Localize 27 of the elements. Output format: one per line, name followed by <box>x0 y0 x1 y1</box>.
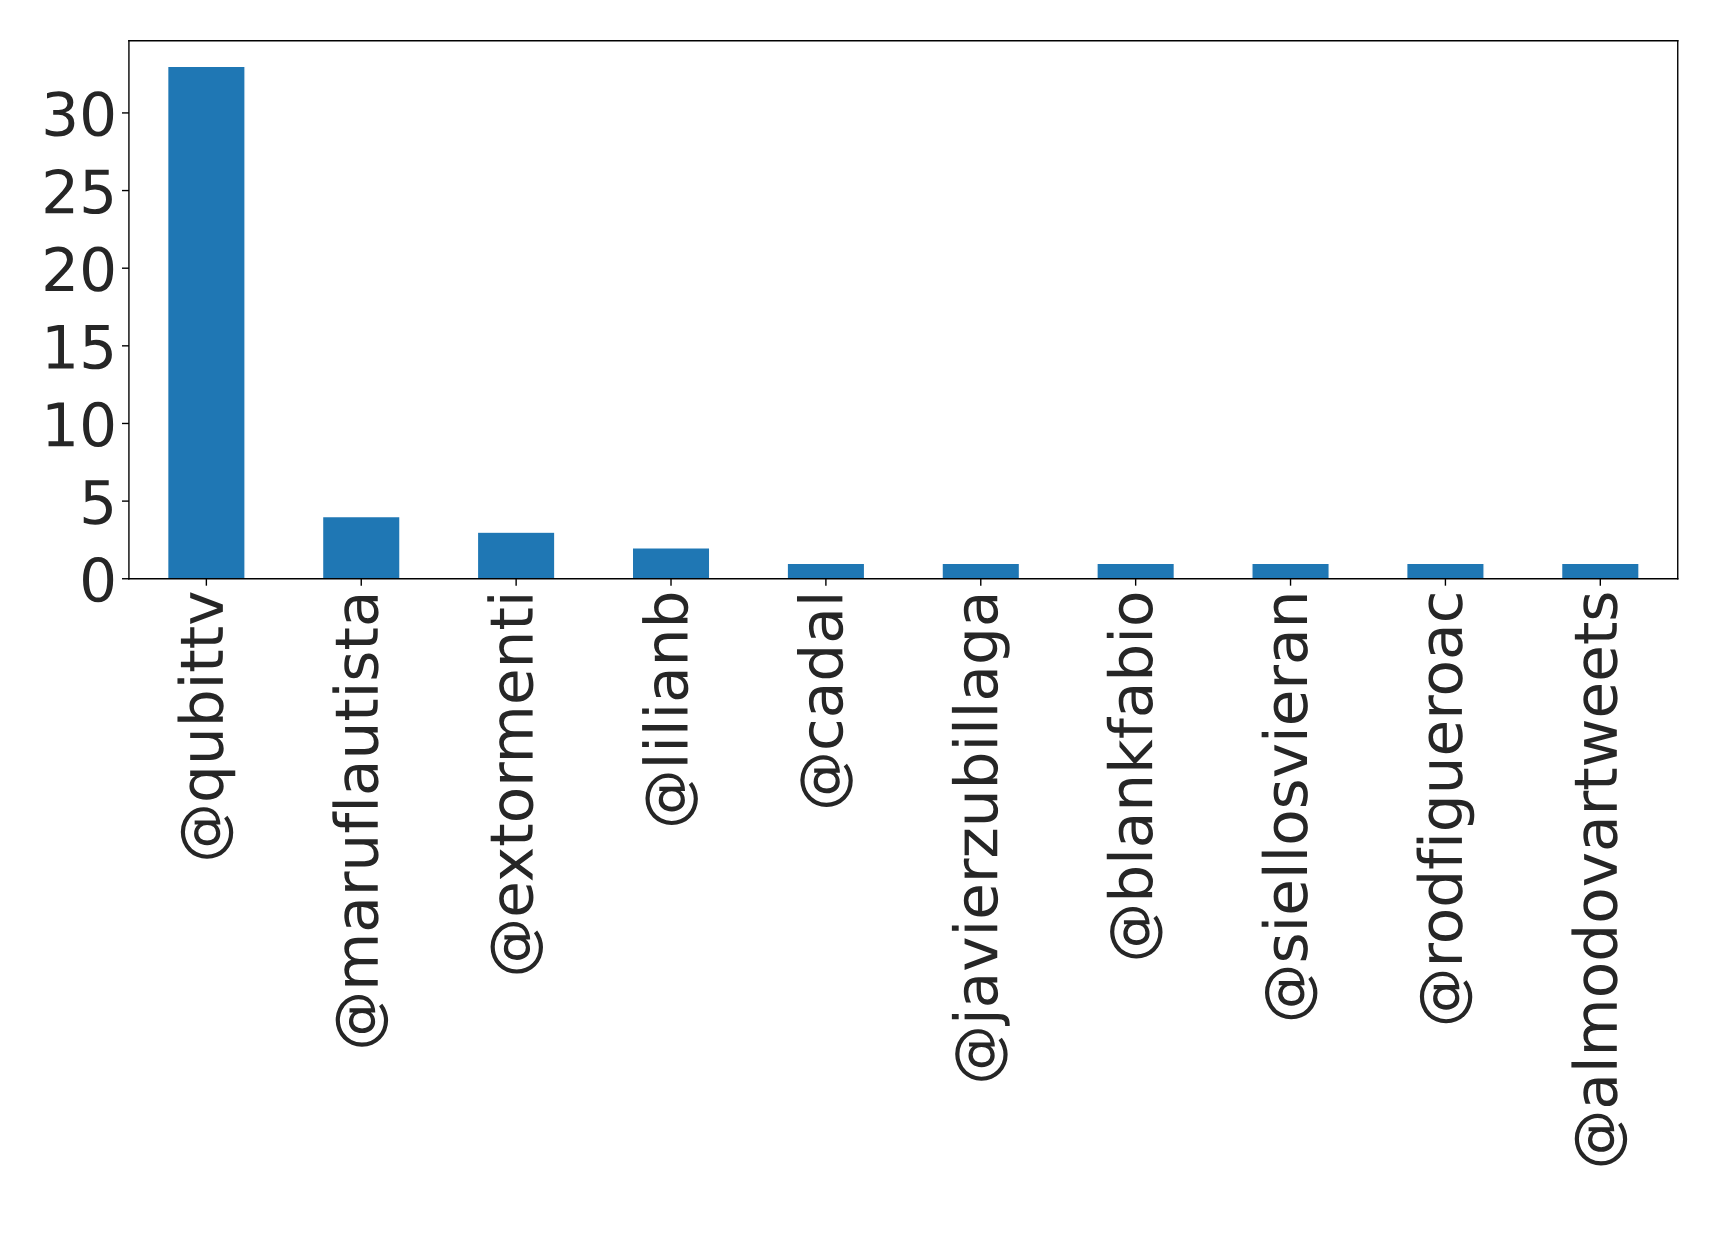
bar <box>166 65 246 579</box>
bar <box>476 531 556 579</box>
x-tick-label: @siellosvieran <box>1261 595 1318 1020</box>
x-tick-label: @qubittv <box>177 592 236 859</box>
y-tick-label: 0 <box>83 557 114 603</box>
x-tick-label: @javierzubillaga <box>951 595 1010 1081</box>
bar <box>631 546 711 579</box>
x-tick-label: @rodfigueroac <box>1416 594 1475 1024</box>
x-tick-label: @cadal <box>796 596 853 807</box>
bar <box>1251 562 1330 579</box>
bar <box>1096 562 1176 579</box>
y-tick-label: 5 <box>83 480 112 525</box>
y-tick-label: 30 <box>45 91 114 137</box>
bar <box>321 515 401 579</box>
y-tick-label: 25 <box>45 168 112 215</box>
bar <box>1560 562 1640 579</box>
x-tick-label: @extormenti <box>487 596 543 974</box>
y-tick-label: 10 <box>47 401 114 448</box>
x-tick-label: @blankfabio <box>1106 593 1163 959</box>
bar <box>941 562 1021 579</box>
x-tick-label: @maruflautista <box>332 595 389 1047</box>
bar <box>786 562 866 579</box>
bar <box>1406 562 1485 579</box>
y-tick-label: 15 <box>47 324 112 370</box>
x-tick-label: @lilianb <box>642 593 698 826</box>
x-tick-label: @almodovartweets <box>1571 593 1628 1166</box>
y-tick-label: 20 <box>45 246 114 292</box>
